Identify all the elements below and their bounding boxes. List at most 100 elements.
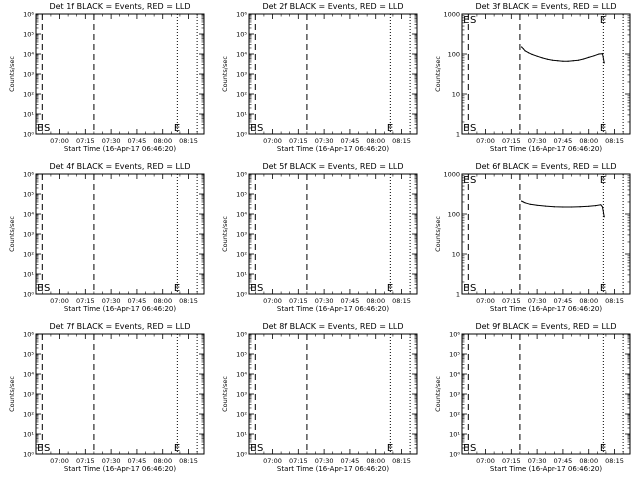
marker-label-bottom: E	[463, 283, 469, 294]
x-tick-label: 07:30	[315, 457, 334, 465]
x-tick-label: 07:15	[289, 297, 308, 305]
x-tick-label: 07:45	[128, 137, 147, 145]
marker-label-bottom: S	[257, 443, 263, 454]
y-tick-label: 1	[456, 291, 460, 299]
marker-label-bottom: S	[470, 443, 476, 454]
events-data-point	[579, 206, 581, 208]
marker-label-bottom: E	[600, 283, 606, 294]
y-tick-label: 10⁰	[236, 291, 247, 299]
detector-panel-1: Det 1f BLACK = Events, RED = LLD 10⁰ 10¹ 10…	[8, 2, 205, 153]
x-tick-label: 08:00	[366, 297, 385, 305]
panel-title: Det 3f BLACK = Events, RED = LLD	[475, 2, 616, 11]
x-tick-label: 07:30	[102, 297, 121, 305]
events-data-point	[601, 53, 604, 55]
y-tick-label: 10³	[236, 71, 247, 79]
y-tick-label: 10	[452, 91, 460, 99]
panel-title: Det 1f BLACK = Events, RED = LLD	[49, 2, 190, 11]
panel-title: Det 5f BLACK = Events, RED = LLD	[262, 162, 403, 171]
plot-frame	[35, 173, 205, 295]
detector-panel-9: Det 9f BLACK = Events, RED = LLD 10⁰ 10¹ 10…	[434, 322, 631, 473]
x-tick-label: 08:15	[605, 137, 624, 145]
y-tick-label: 10¹	[236, 111, 247, 119]
panel-title: Det 7f BLACK = Events, RED = LLD	[49, 322, 190, 331]
marker-label-bottom: E	[250, 443, 256, 454]
y-tick-label: 10³	[449, 391, 460, 399]
events-data-point	[562, 60, 564, 62]
y-tick-label: 10⁴	[23, 371, 34, 379]
x-tick-label: 07:15	[76, 457, 95, 465]
x-tick-label: 07:00	[476, 137, 495, 145]
marker-label-bottom: E	[387, 123, 393, 134]
plot-frame	[248, 173, 418, 295]
x-tick-label: 08:15	[392, 137, 411, 145]
y-axis-label: Counts/sec	[221, 216, 229, 252]
y-tick-label: 10⁴	[236, 211, 247, 219]
marker-label-bottom: S	[470, 283, 476, 294]
detector-panel-2: Det 2f BLACK = Events, RED = LLD 10⁰ 10¹ 10…	[221, 2, 418, 153]
y-tick-label: 10¹	[236, 271, 247, 279]
y-tick-label: 10²	[236, 411, 247, 419]
y-axis-label: Counts/sec	[221, 376, 229, 412]
y-tick-label: 10²	[23, 91, 34, 99]
detector-panel-5: Det 5f BLACK = Events, RED = LLD 10⁰ 10¹ 10…	[221, 162, 418, 313]
x-tick-label: 07:45	[128, 457, 147, 465]
x-tick-label: 08:15	[179, 457, 198, 465]
events-data-point	[552, 59, 554, 61]
x-tick-label: 08:15	[392, 297, 411, 305]
x-tick-label: 07:00	[50, 457, 69, 465]
x-tick-label: 07:30	[528, 137, 547, 145]
plot-frame	[248, 13, 418, 135]
events-data-point	[524, 50, 526, 52]
marker-label-bottom: E	[174, 123, 180, 134]
x-tick-label: 07:15	[502, 457, 521, 465]
x-tick-label: 07:45	[341, 137, 360, 145]
marker-label-bottom: S	[44, 443, 50, 454]
plot-frame	[248, 333, 418, 455]
y-tick-label: 10⁵	[23, 31, 34, 39]
events-data-point	[557, 60, 559, 62]
x-tick-label: 08:00	[153, 297, 172, 305]
plot-frame	[35, 13, 205, 135]
x-tick-label: 07:15	[76, 137, 95, 145]
x-tick-label: 07:15	[76, 297, 95, 305]
marker-label-top: S	[470, 15, 476, 26]
x-tick-label: 08:15	[392, 457, 411, 465]
marker-label-bottom: E	[387, 283, 393, 294]
x-tick-label: 08:00	[366, 137, 385, 145]
y-tick-label: 10⁰	[23, 451, 34, 459]
x-tick-label: 07:30	[528, 297, 547, 305]
y-tick-label: 100	[448, 51, 460, 59]
events-data-point	[541, 57, 543, 59]
events-data-point	[553, 206, 555, 208]
marker-label-bottom: E	[600, 443, 606, 454]
marker-label-bottom: E	[600, 123, 606, 134]
marker-label-top: E	[463, 175, 469, 186]
y-tick-label: 10⁶	[23, 11, 34, 19]
plot-frame	[461, 173, 631, 295]
y-tick-label: 10¹	[23, 271, 34, 279]
events-data-point	[546, 58, 549, 60]
y-tick-label: 10²	[23, 251, 34, 259]
events-data-point	[522, 201, 525, 203]
x-tick-label: 07:00	[50, 137, 69, 145]
y-tick-label: 10⁰	[236, 451, 247, 459]
x-tick-label: 08:00	[579, 137, 598, 145]
x-axis-label: Start Time (16-Apr-17 06:46:20)	[277, 305, 389, 313]
marker-label-top: E	[600, 175, 606, 186]
events-data-point	[536, 55, 538, 57]
marker-label-top: E	[600, 15, 606, 26]
y-tick-label: 10⁶	[23, 171, 34, 179]
y-tick-label: 10²	[23, 411, 34, 419]
events-data-point	[588, 56, 590, 59]
events-data-point	[527, 52, 530, 54]
marker-label-bottom: E	[174, 443, 180, 454]
events-data-point	[521, 46, 523, 48]
y-tick-label: 10⁴	[23, 211, 34, 219]
y-axis-label: Counts/sec	[8, 56, 16, 92]
marker-label-bottom: E	[387, 443, 393, 454]
x-axis-label: Start Time (16-Apr-17 06:46:20)	[64, 465, 176, 473]
x-tick-label: 07:45	[554, 137, 573, 145]
x-tick-label: 07:00	[263, 297, 282, 305]
y-tick-label: 10³	[23, 391, 34, 399]
